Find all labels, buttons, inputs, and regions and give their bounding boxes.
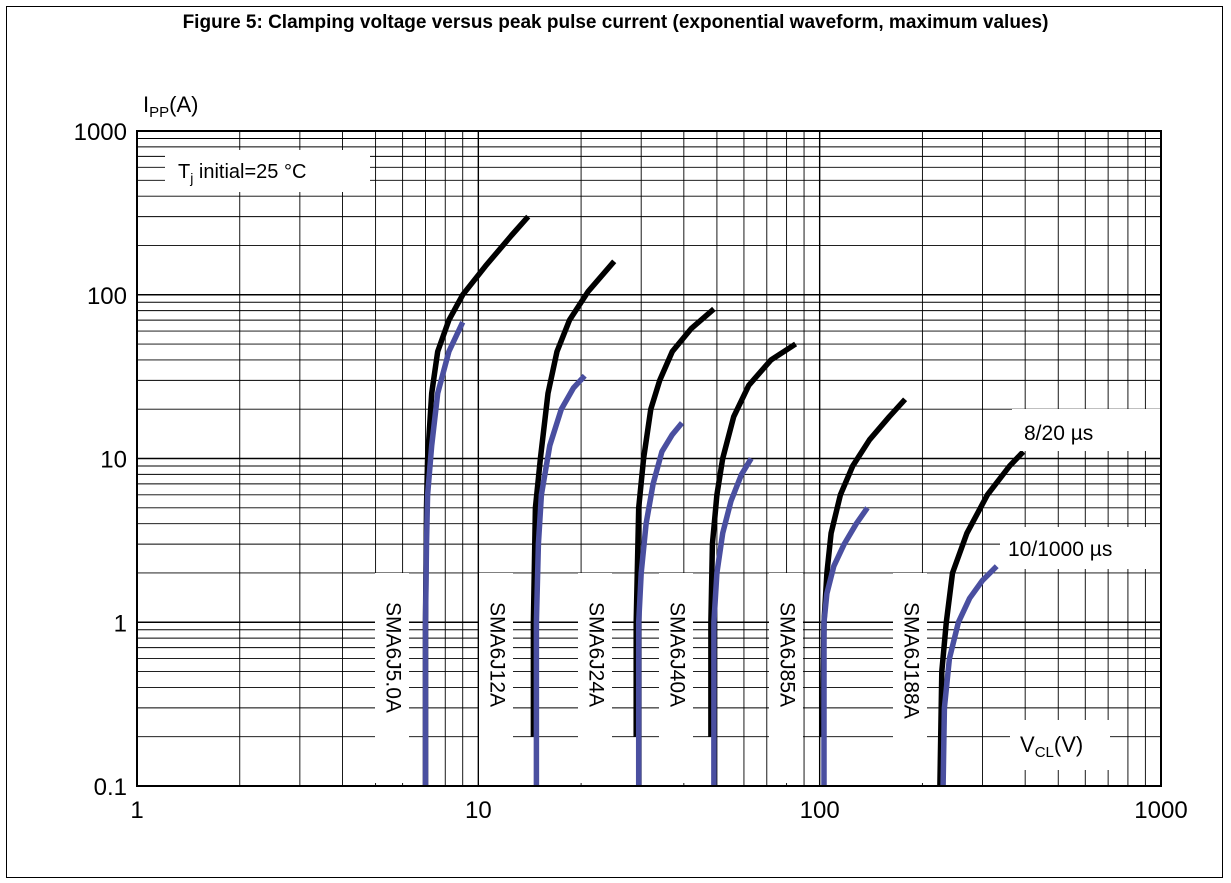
grid (137, 131, 1161, 786)
x-axis-label-unit: (V) (1054, 732, 1083, 757)
curve-10-1000-sma6j12a (533, 373, 587, 786)
device-label: SMA6J12A (485, 602, 508, 707)
y-tick-label: 10 (100, 447, 127, 474)
curve-8-20-sma6j24a (633, 306, 716, 737)
curve-8-20-sma6j188a (937, 449, 1026, 787)
y-tick-label: 1000 (74, 119, 127, 146)
device-label: SMA6J5.0A (381, 602, 404, 713)
curve-8-20-sma6j40a (708, 341, 798, 737)
curve-10-1000-sma6j85a (821, 506, 870, 786)
device-labels: SMA6J5.0A SMA6J12A SMA6J24A SMA6J40A SMA6J85… (375, 573, 927, 783)
device-label-box (578, 573, 612, 783)
figure-title: Figure 5: Clamping voltage versus peak p… (182, 12, 1049, 33)
legend-10-1000: 10/1000 µs (1008, 538, 1112, 561)
curve-8-20-sma6j12a (530, 259, 617, 737)
y-axis-label-sub: PP (149, 104, 169, 121)
curve-10-1000-sma6j5.0a (422, 321, 466, 786)
device-label-box (769, 573, 803, 783)
device-label-box (479, 573, 513, 783)
plot-border (136, 130, 1162, 787)
device-label-box (375, 573, 409, 783)
device-label: SMA6J85A (775, 602, 798, 707)
x-axis-label-sub: CL (1035, 744, 1054, 761)
tj-annotation-rest: initial=25 °C (193, 161, 306, 183)
tj-annotation: Tj initial=25 °C (178, 161, 306, 186)
legend-10-1000-box (1000, 527, 1160, 569)
tj-annotation-sub: j (189, 170, 193, 186)
y-tick-label: 0.1 (94, 774, 127, 801)
y-tick-label: 100 (87, 283, 127, 310)
x-tick-label: 1000 (1134, 797, 1187, 824)
device-label-box (893, 573, 927, 783)
device-label: SMA6J40A (665, 602, 688, 707)
x-tick-label: 100 (800, 797, 840, 824)
y-axis-label-unit: (A) (169, 92, 198, 117)
x-axis-label-box (1010, 720, 1110, 770)
tj-annotation-main: T (178, 161, 190, 183)
device-label: SMA6J24A (584, 602, 607, 707)
y-axis-label: IPP(A) (143, 92, 198, 121)
device-label: SMA6J188A (899, 602, 922, 719)
x-tick-label: 10 (465, 797, 492, 824)
x-axis-label-main: V (1020, 732, 1035, 757)
y-axis-label-main: I (143, 92, 149, 117)
curves (422, 214, 1026, 787)
curve-10-1000-sma6j40a (711, 457, 754, 786)
tj-annotation-box (165, 150, 370, 192)
curve-10-1000-sma6j24a (635, 421, 685, 786)
device-label-box (659, 573, 693, 783)
legend-8-20-box (1012, 409, 1160, 451)
legend-8-20: 8/20 µs (1024, 422, 1093, 445)
x-tick-label: 1 (130, 797, 143, 824)
curve-10-1000-sma6j188a (940, 564, 999, 787)
y-tick-label: 1 (114, 610, 127, 637)
x-axis-label: VCL(V) (1020, 732, 1083, 761)
